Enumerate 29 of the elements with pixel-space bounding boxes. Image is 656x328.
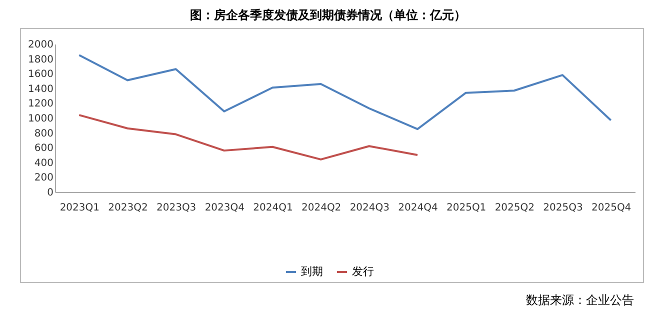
source-note: 数据来源：企业公告 [526,292,634,309]
y-tick-label: 800 [34,128,54,140]
y-tick-label: 0 [47,188,54,198]
y-tick-label: 1600 [28,69,54,80]
x-tick-label: 2023Q1 [60,202,100,214]
y-tick-label: 1400 [28,84,54,95]
y-tick-label: 1000 [28,114,54,124]
x-tick-label: 2023Q2 [108,202,148,214]
y-tick-label: 400 [34,158,54,169]
x-tick-label: 2023Q3 [156,202,196,214]
chart-title: 图：房企各季度发债及到期债券情况（单位：亿元） [189,7,467,24]
x-tick-label: 2024Q1 [253,202,293,214]
y-tick-label: 1200 [28,98,54,110]
y-tick-label: 2000 [28,40,54,50]
legend-label: 发行 [352,265,374,278]
x-tick-label: 2024Q2 [301,202,342,214]
x-tick-label: 2025Q2 [494,202,535,214]
x-tick-label: 2024Q3 [350,202,390,214]
x-tick-label: 2023Q4 [204,202,245,214]
y-tick-label: 200 [34,172,54,184]
x-tick-label: 2025Q4 [591,202,632,214]
x-tick-label: 2025Q1 [446,202,486,214]
line-series [78,54,612,130]
x-tick-label: 2024Q4 [398,202,438,214]
y-tick-label: 600 [34,143,54,154]
legend-label: 到期 [301,265,323,278]
y-tick-label: 1800 [28,54,54,66]
line-series [78,114,418,160]
x-tick-label: 2025Q3 [543,202,583,214]
